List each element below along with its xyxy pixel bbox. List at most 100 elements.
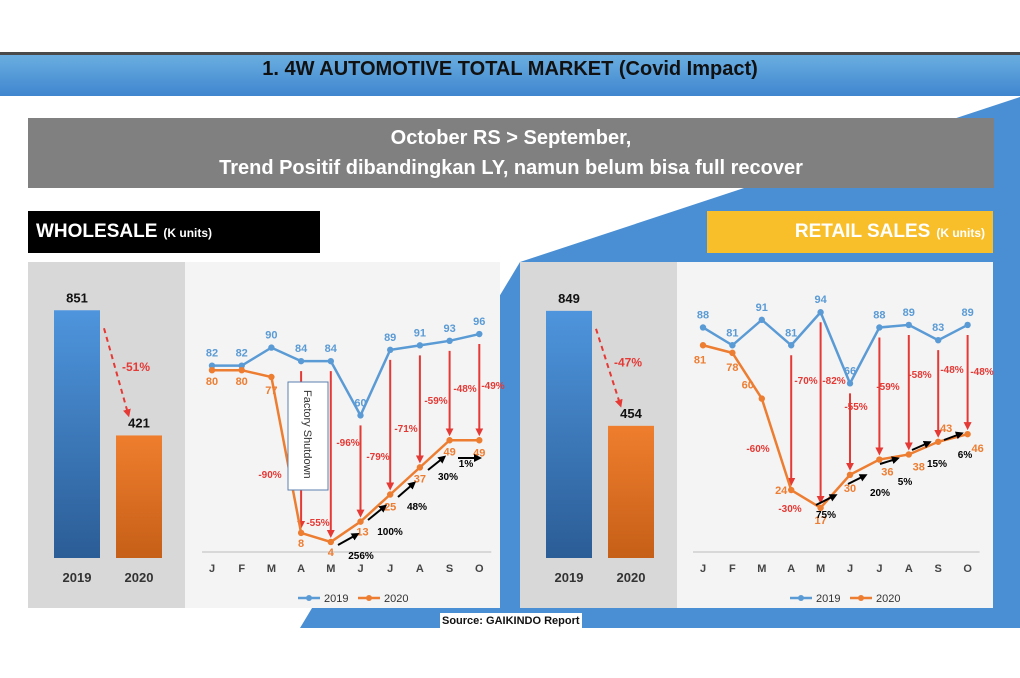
wholesale-yoy-label-4: -71% xyxy=(394,424,417,435)
wholesale-title: WHOLESALE xyxy=(36,221,158,242)
wholesale-mom-arrow-3 xyxy=(427,455,447,471)
retail-yoy-label-5: -59% xyxy=(876,382,899,393)
retail-yoy-label-6: -58% xyxy=(908,370,931,381)
retail-point-2020-4 xyxy=(817,504,824,512)
retail-mom-arrow-1 xyxy=(847,474,868,485)
wholesale-mom-label-3: 30% xyxy=(438,472,458,483)
factory-shutdown-label: Factory Shutdown xyxy=(301,390,313,479)
wholesale-bar-label-2020: 421 xyxy=(128,415,150,430)
retail-yoy-label-1: -30% xyxy=(778,504,801,515)
retail-label-2020-6: 36 xyxy=(881,467,893,479)
retail-mom-label-2: 5% xyxy=(898,477,913,488)
wholesale-series-2020-line xyxy=(212,368,480,544)
retail-bar-label-2020: 454 xyxy=(620,406,642,421)
retail-label-2019-4: 94 xyxy=(814,294,827,306)
wholesale-label: WHOLESALE (K units) xyxy=(28,211,320,253)
retail-label-2020-1: 78 xyxy=(726,362,738,374)
retail-mom-arrow-3 xyxy=(911,440,932,451)
retail-label-2020-4: 17 xyxy=(814,515,826,527)
wholesale-legend-2019-dot xyxy=(306,595,312,601)
wholesale-point-2019-6 xyxy=(387,346,394,354)
retail-label-2019-5: 66 xyxy=(844,365,856,377)
wholesale-tick-9: O xyxy=(475,563,484,575)
wholesale-label-2019-3: 84 xyxy=(295,343,308,355)
wholesale-point-2019-9 xyxy=(476,330,483,338)
retail-point-2019-4 xyxy=(817,309,824,316)
retail-point-2019-2 xyxy=(758,316,765,324)
retail-mom-label-0: 75% xyxy=(816,510,836,521)
wholesale-point-2020-5 xyxy=(357,518,364,525)
wholesale-tick-2: M xyxy=(267,563,276,575)
wholesale-point-2019-8 xyxy=(446,337,453,345)
retail-label-2019-9: 89 xyxy=(961,307,973,319)
wholesale-yoy-label-0: -90% xyxy=(258,470,281,481)
wholesale-tick-2019: 2019 xyxy=(63,570,92,585)
wholesale-point-2020-1 xyxy=(238,367,245,374)
retail-point-2020-8 xyxy=(935,438,942,445)
wholesale-tick-2020: 2020 xyxy=(125,570,154,585)
retail-yoy-label-2: -70% xyxy=(794,376,817,387)
wholesale-bar-2019 xyxy=(54,310,100,558)
wholesale-label-2020-2: 77 xyxy=(265,385,277,397)
wholesale-mom-arrow-2 xyxy=(397,481,417,498)
retail-mom-arrow-4 xyxy=(943,431,964,441)
wholesale-legend-2020-dot xyxy=(366,595,372,601)
retail-tick-7: A xyxy=(905,563,913,575)
retail-point-2019-7 xyxy=(905,321,912,329)
retail-bar-2019 xyxy=(546,310,592,558)
wholesale-point-2020-4 xyxy=(327,538,334,546)
retail-label-2020-9: 46 xyxy=(971,443,983,455)
retail-point-2019-1 xyxy=(729,342,736,349)
wholesale-label-2019-6: 89 xyxy=(384,332,396,344)
retail-point-2019-0 xyxy=(699,324,707,331)
retail-series-2019-line xyxy=(702,309,969,387)
wholesale-point-2019-5 xyxy=(357,412,364,419)
wholesale-point-2019-1 xyxy=(238,362,245,369)
wholesale-point-2020-6 xyxy=(387,491,394,498)
retail-title: RETAIL SALES xyxy=(794,221,931,242)
wholesale-tick-6: J xyxy=(387,563,393,575)
retail-label-2020-3: 24 xyxy=(775,485,788,497)
wholesale-legend-2020-label: 2020 xyxy=(384,593,408,605)
retail-yoy-label-3: -82% xyxy=(822,376,845,387)
retail-legend-2020-label: 2020 xyxy=(876,593,900,605)
wholesale-change-label: -51% xyxy=(122,360,150,374)
retail-label: RETAIL SALES (K units) xyxy=(707,211,993,253)
retail-label-2019-1: 81 xyxy=(726,327,738,339)
wholesale-point-2020-7 xyxy=(416,464,424,471)
wholesale-label-2019-5: 60 xyxy=(354,397,366,409)
retail-label-2020-0: 81 xyxy=(694,354,706,366)
retail-change-label: -47% xyxy=(614,355,642,369)
wholesale-tick-8: S xyxy=(446,563,453,575)
retail-label-2019-6: 88 xyxy=(873,309,885,321)
wholesale-point-2020-8 xyxy=(446,437,453,444)
retail-point-2019-9 xyxy=(964,321,971,329)
wholesale-yoy-label-2: -96% xyxy=(336,438,359,449)
retail-tick-3: A xyxy=(787,563,795,575)
retail-tick-9: O xyxy=(963,563,972,575)
retail-point-2019-3 xyxy=(788,342,795,349)
wholesale-tick-1: F xyxy=(238,563,245,575)
wholesale-mom-label-1: 100% xyxy=(377,527,403,538)
retail-mom-label-3: 15% xyxy=(927,459,947,470)
wholesale-yoy-label-5: -59% xyxy=(424,396,447,407)
retail-mom-arrow-0 xyxy=(815,494,838,506)
subtitle-line-2: Trend Positif dibandingkan LY, namun bel… xyxy=(219,157,803,179)
retail-yoy-label-0: -60% xyxy=(746,444,769,455)
retail-point-2019-6 xyxy=(876,324,883,331)
wholesale-point-2019-3 xyxy=(297,357,305,365)
retail-label-2019-0: 88 xyxy=(697,309,709,321)
wholesale-tick-0: J xyxy=(209,563,215,575)
wholesale-mom-label-0: 256% xyxy=(348,551,374,562)
wholesale-label-2019-9: 96 xyxy=(473,316,485,328)
retail-bar-2020 xyxy=(608,425,654,558)
wholesale-series-2019-line xyxy=(212,332,480,419)
wholesale-label-2019-0: 82 xyxy=(206,348,218,360)
retail-tick-5: J xyxy=(847,563,853,575)
wholesale-unit: (K units) xyxy=(163,226,213,240)
retail-mom-arrow-2 xyxy=(879,456,900,465)
wholesale-label-2019-7: 91 xyxy=(414,327,426,339)
retail-tick-2: M xyxy=(757,563,766,575)
retail-unit: (K units) xyxy=(936,226,985,240)
wholesale-tick-4: M xyxy=(326,563,335,575)
